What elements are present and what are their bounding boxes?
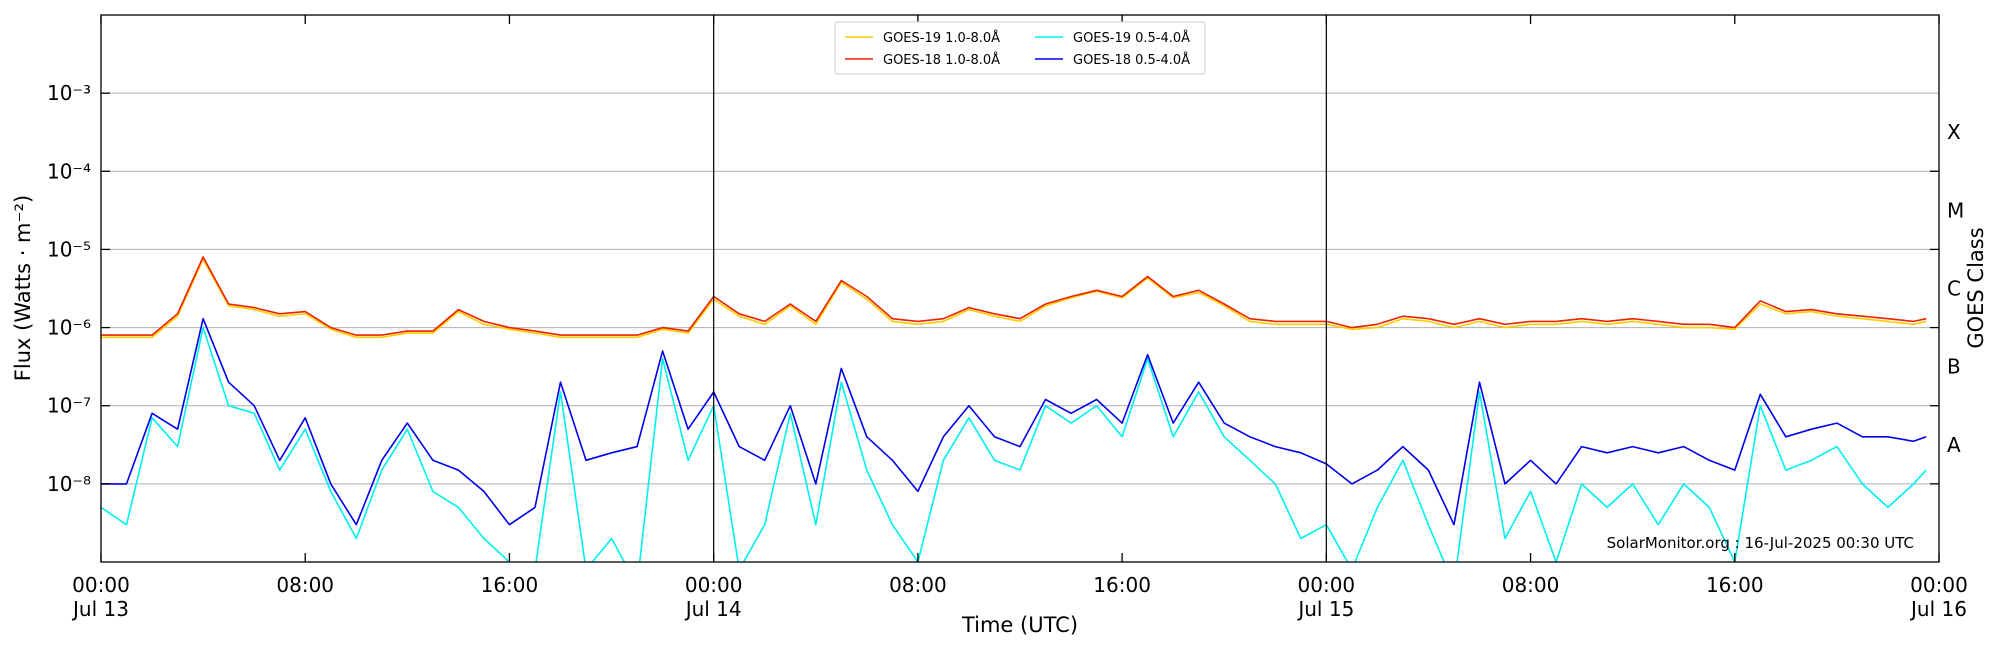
legend-label: GOES-18 0.5-4.0Å <box>1073 52 1190 68</box>
x-tick-label: 16:00 <box>481 573 539 597</box>
series-line <box>101 326 1927 562</box>
legend-label: GOES-19 0.5-4.0Å <box>1073 30 1190 46</box>
y2-tick-label: C <box>1947 277 1961 301</box>
x-tick-label: 00:00 Jul 15 <box>1296 573 1355 621</box>
x-tick-label: 16:00 <box>1093 573 1151 597</box>
x-tick-label: 08:00 <box>276 573 334 597</box>
legend-box <box>834 21 1206 75</box>
x-tick-label-line: Jul 13 <box>71 597 129 621</box>
x-tick-label-line: Jul 16 <box>1909 597 1967 621</box>
x-axis-label: Time (UTC) <box>961 613 1078 637</box>
y2-tick-label: X <box>1947 120 1961 144</box>
plot-frame <box>100 14 1940 563</box>
y-tick-label: 10⁻³ <box>47 81 91 105</box>
y-axis-label: Flux (Watts · m⁻²) <box>11 195 35 381</box>
y2-tick-label: A <box>1947 433 1961 457</box>
y-tick-label: 10⁻⁶ <box>47 316 91 340</box>
x-tick-label-line: Jul 15 <box>1296 597 1354 621</box>
series-lines <box>101 256 1927 562</box>
x-tick-label-line: 08:00 <box>1502 573 1560 597</box>
plot-area <box>101 15 1939 562</box>
x-tick-label: 00:00 Jul 14 <box>684 573 743 621</box>
x-tick-label-line: 00:00 <box>72 573 130 597</box>
legend: GOES-19 1.0-8.0Å GOES-18 1.0-8.0Å GOES-19 … <box>834 21 1206 75</box>
x-tick-label-line: 00:00 <box>1910 573 1968 597</box>
y2-tick-label: B <box>1947 355 1961 379</box>
legend-label: GOES-18 1.0-8.0Å <box>883 52 1000 68</box>
x-tick-label-line: 00:00 <box>1298 573 1356 597</box>
x-tick-label: 08:00 <box>889 573 947 597</box>
x-tick-label: 00:00 Jul 16 <box>1909 573 1968 621</box>
x-tick-label: 16:00 <box>1706 573 1764 597</box>
y-tick-label: 10⁻⁸ <box>47 472 91 496</box>
x-tick-label-line: 16:00 <box>1706 573 1764 597</box>
y-tick-label: 10⁻⁵ <box>47 237 91 261</box>
series-line <box>101 258 1927 339</box>
y-tick-label: 10⁻⁴ <box>47 159 91 183</box>
y2-tick-label: M <box>1947 198 1964 222</box>
x-tick-label-line: 08:00 <box>889 573 947 597</box>
x-tick-label: 08:00 <box>1502 573 1560 597</box>
x-tick-label: 00:00 Jul 13 <box>71 573 130 621</box>
series-line <box>101 317 1927 526</box>
annotation: SolarMonitor.org : 16-Jul-2025 00:30 UTC <box>1607 534 1914 552</box>
x-tick-label-line: Jul 14 <box>684 597 742 621</box>
legend-label: GOES-19 1.0-8.0Å <box>883 30 1000 46</box>
x-tick-label-line: 16:00 <box>1093 573 1151 597</box>
x-tick-label-line: 00:00 <box>685 573 743 597</box>
series-line <box>101 256 1927 336</box>
x-tick-label-line: 16:00 <box>481 573 539 597</box>
x-tick-label-line: 08:00 <box>276 573 334 597</box>
y-tick-label: 10⁻⁷ <box>47 394 91 418</box>
y2-axis-label: GOES Class <box>1964 227 1988 348</box>
